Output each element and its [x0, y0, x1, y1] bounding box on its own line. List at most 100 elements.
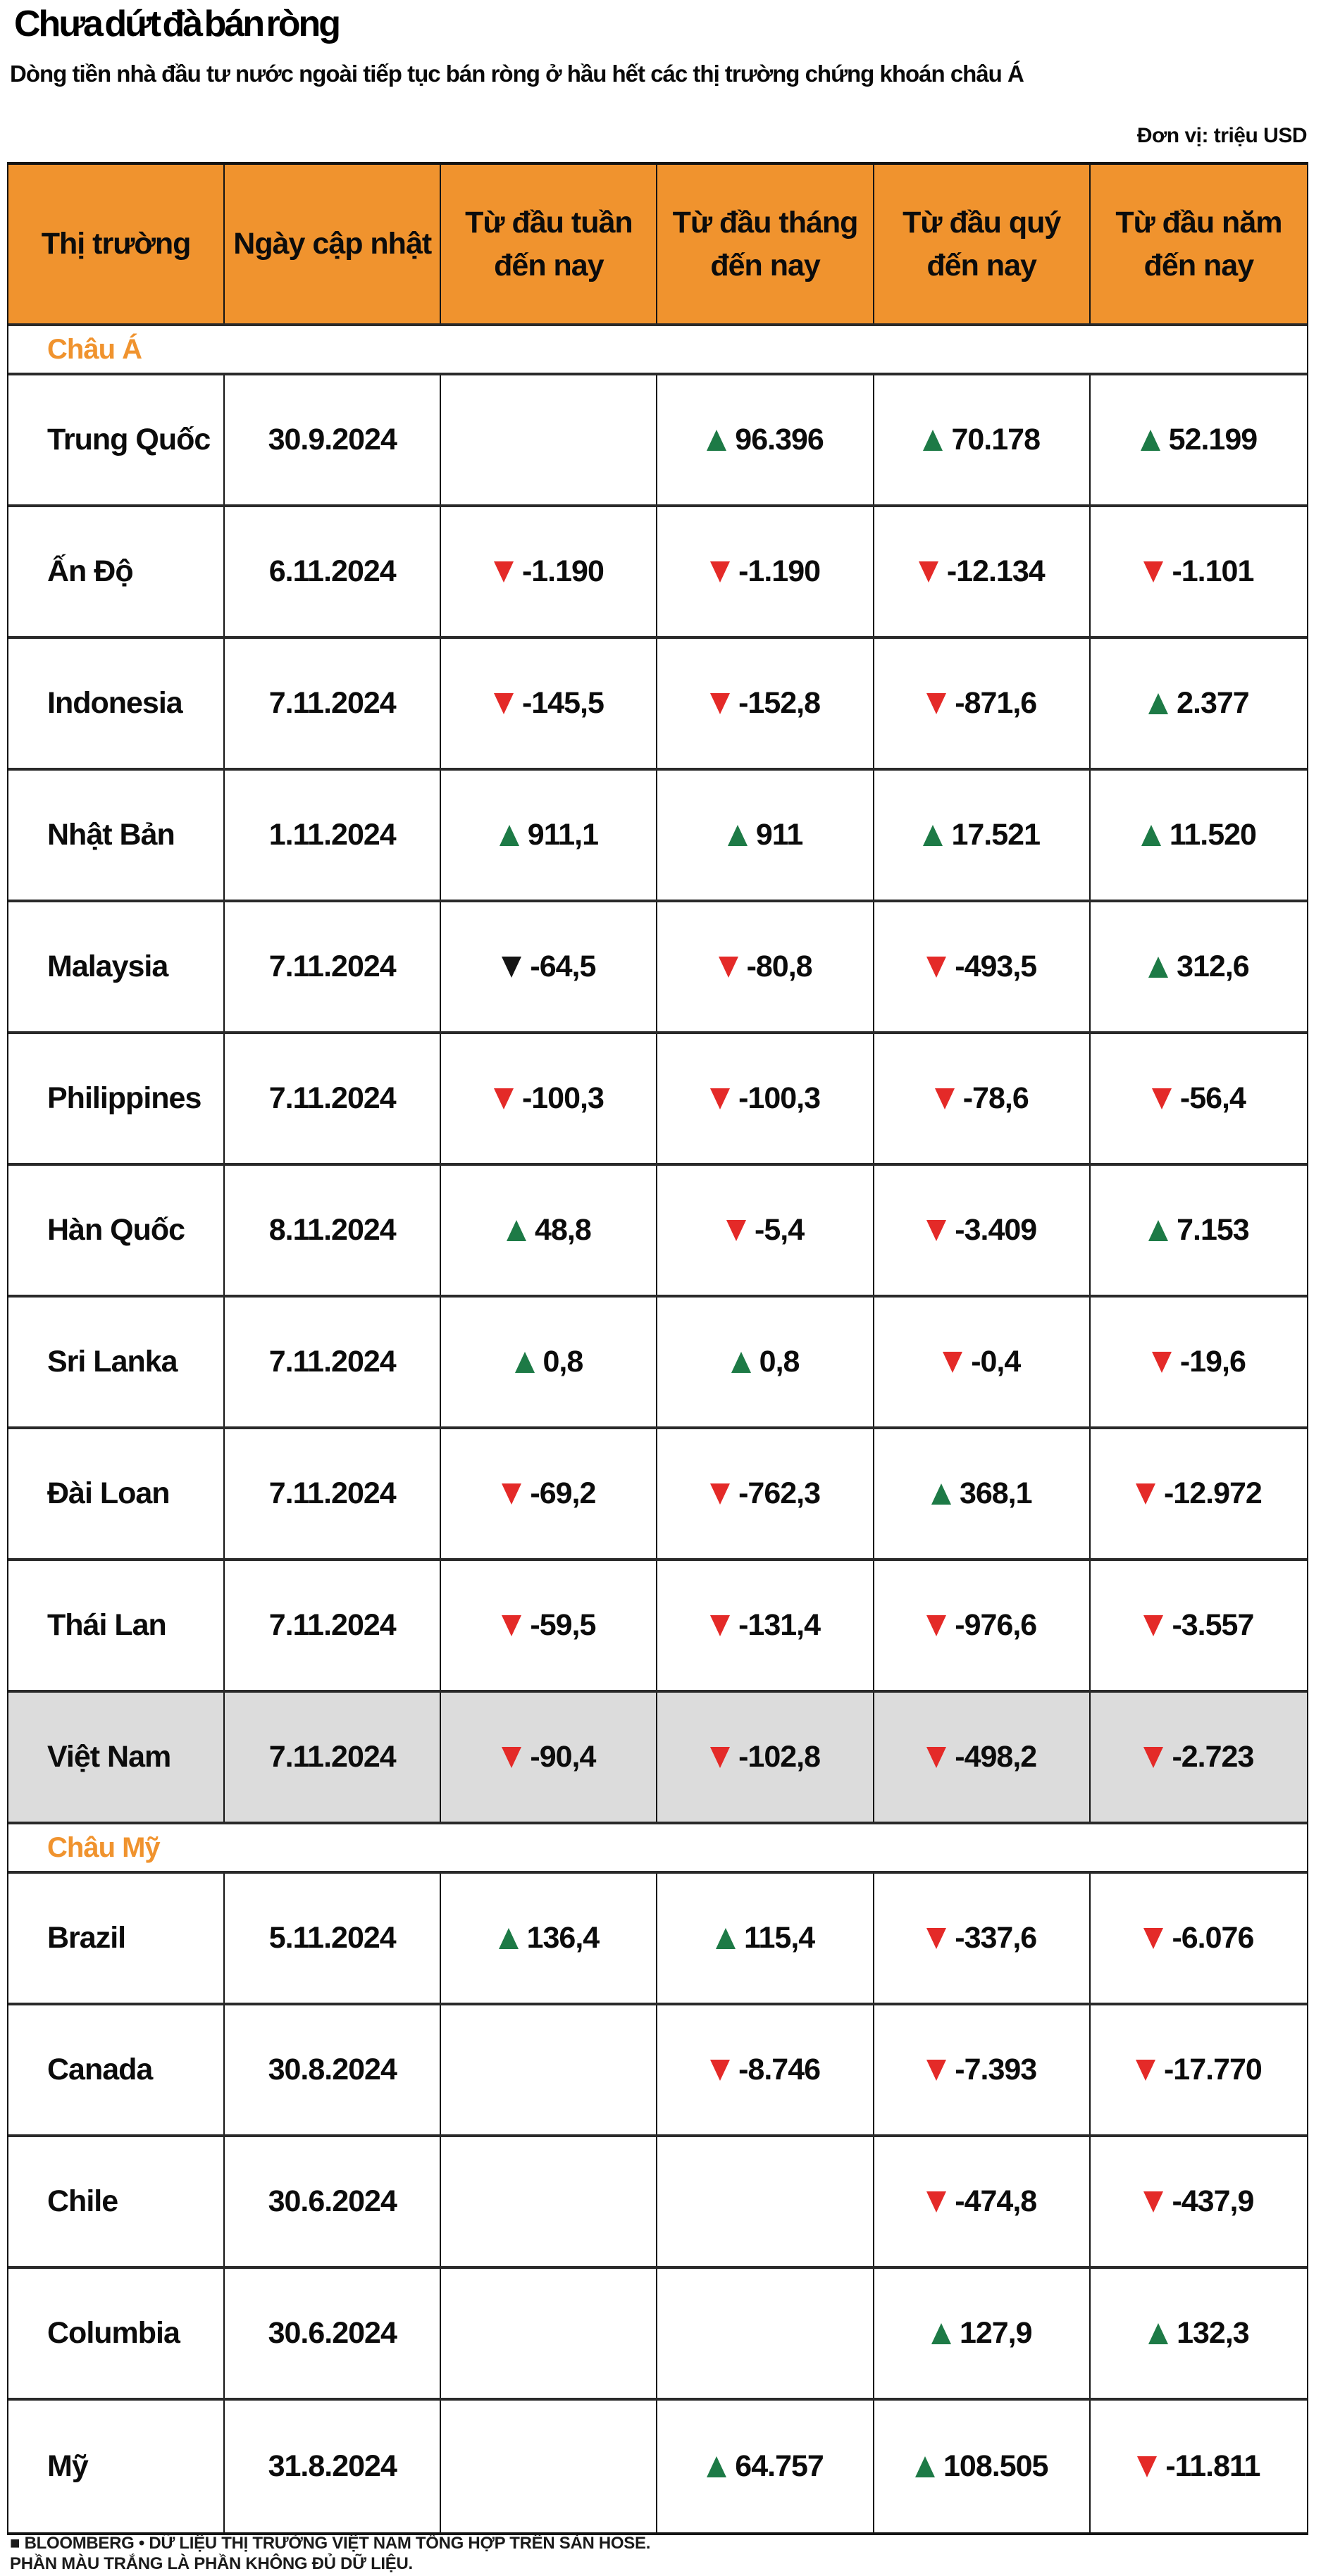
table-row: Ấn Độ 6.11.2024 -1.190 -1.190 -12.134 -1.101 — [8, 507, 1307, 639]
value-text: -474,8 — [955, 2184, 1037, 2218]
value-text: -337,6 — [955, 1921, 1037, 1955]
down-triangle-icon — [710, 1746, 731, 1768]
value-cell-wtd: -145,5 — [441, 639, 658, 768]
value-text: 48,8 — [535, 1213, 592, 1247]
date-cell: 7.11.2024 — [225, 1693, 442, 1822]
down-triangle-icon — [710, 1088, 731, 1109]
section-label: Châu Á — [47, 333, 142, 365]
value-text: 11.520 — [1169, 818, 1257, 852]
value-text: 17.521 — [951, 818, 1041, 852]
value-cell-qtd: -474,8 — [874, 2137, 1091, 2266]
value-text: -59,5 — [530, 1608, 596, 1642]
value-cell-qtd: -7.393 — [874, 2005, 1091, 2134]
up-triangle-icon — [1141, 824, 1161, 846]
value-cell-qtd: 17.521 — [874, 771, 1091, 900]
section-header-row: Châu Á — [8, 326, 1307, 375]
up-triangle-icon — [1148, 692, 1169, 714]
value-text: -1.190 — [738, 554, 821, 588]
value-cell-ytd: -56,4 — [1091, 1034, 1307, 1163]
down-triangle-icon — [1143, 2191, 1164, 2213]
date-cell: 7.11.2024 — [225, 1034, 442, 1163]
date-cell: 6.11.2024 — [225, 507, 442, 636]
down-triangle-icon — [502, 956, 522, 978]
section-label: Châu Mỹ — [47, 1831, 161, 1863]
date-cell: 30.8.2024 — [225, 2005, 442, 2134]
value-text: 911 — [755, 818, 803, 852]
down-triangle-icon — [710, 1614, 731, 1636]
up-triangle-icon — [915, 2456, 936, 2477]
value-text: -1.101 — [1172, 554, 1254, 588]
down-triangle-icon — [1135, 1483, 1155, 1505]
value-cell-wtd: -69,2 — [441, 1429, 658, 1558]
value-text: -100,3 — [738, 1081, 821, 1115]
value-text: 64.757 — [735, 2449, 824, 2483]
value-cell-mtd: -5,4 — [657, 1166, 874, 1295]
date-cell: 7.11.2024 — [225, 1429, 442, 1558]
value-cell-mtd: 115,4 — [657, 1874, 874, 2003]
value-cell-qtd: -12.134 — [874, 507, 1091, 636]
market-cell: Brazil — [8, 1874, 225, 2003]
value-text: -3.557 — [1172, 1608, 1254, 1642]
value-cell-qtd: -871,6 — [874, 639, 1091, 768]
down-triangle-icon — [943, 1351, 963, 1373]
value-text: 70.178 — [951, 423, 1041, 456]
value-cell-ytd: 52.199 — [1091, 375, 1307, 504]
up-triangle-icon — [1140, 429, 1160, 451]
value-cell-wtd: 911,1 — [441, 771, 658, 900]
value-cell-ytd: -437,9 — [1091, 2137, 1307, 2266]
down-triangle-icon — [493, 692, 514, 714]
value-cell-ytd: -1.101 — [1091, 507, 1307, 636]
value-text: 132,3 — [1177, 2316, 1250, 2350]
table-row: Philippines 7.11.2024 -100,3 -100,3 -78,6 -56… — [8, 1034, 1307, 1166]
down-triangle-icon — [926, 956, 947, 978]
date-cell: 7.11.2024 — [225, 1298, 442, 1426]
down-triangle-icon — [493, 1088, 514, 1109]
value-cell-wtd: -100,3 — [441, 1034, 658, 1163]
date-cell: 30.6.2024 — [225, 2137, 442, 2266]
value-text: -493,5 — [955, 950, 1037, 983]
column-header-4: Từ đầu tháng đến nay — [657, 165, 874, 323]
unit-label: Đơn vị: triệu USD — [1136, 124, 1308, 147]
value-text: 7.153 — [1177, 1213, 1250, 1247]
table-row: Trung Quốc 30.9.2024 96.396 70.178 52.199 — [8, 375, 1307, 507]
down-triangle-icon — [710, 1483, 731, 1505]
table-row: Việt Nam 7.11.2024 -90,4 -102,8 -498,2 -2.723 — [8, 1693, 1307, 1824]
value-cell-ytd: 2.377 — [1091, 639, 1307, 768]
market-cell: Mỹ — [8, 2401, 225, 2532]
value-text: -145,5 — [521, 686, 604, 720]
value-cell-qtd: 127,9 — [874, 2269, 1091, 2398]
value-cell-mtd: 0,8 — [657, 1298, 874, 1426]
value-cell-mtd: -762,3 — [657, 1429, 874, 1558]
value-text: -90,4 — [530, 1740, 596, 1774]
value-text: -8.746 — [738, 2053, 821, 2086]
value-cell-ytd: -3.557 — [1091, 1561, 1307, 1690]
down-triangle-icon — [926, 2191, 947, 2213]
table-row: Mỹ 31.8.2024 64.757 108.505 -11.811 — [8, 2401, 1307, 2532]
value-text: -69,2 — [530, 1476, 596, 1510]
value-cell-wtd: 136,4 — [441, 1874, 658, 2003]
column-header-1: Thị trường — [8, 165, 225, 323]
market-cell: Philippines — [8, 1034, 225, 1163]
down-triangle-icon — [1143, 1614, 1164, 1636]
value-cell-qtd: -78,6 — [874, 1034, 1091, 1163]
value-text: -871,6 — [955, 686, 1037, 720]
section-header-row: Châu Mỹ — [8, 1824, 1307, 1874]
market-cell: Trung Quốc — [8, 375, 225, 504]
date-cell: 5.11.2024 — [225, 1874, 442, 2003]
up-triangle-icon — [923, 429, 943, 451]
value-text: 312,6 — [1177, 950, 1250, 983]
down-triangle-icon — [918, 561, 938, 583]
value-cell-wtd — [441, 2401, 658, 2532]
value-cell-qtd: 368,1 — [874, 1429, 1091, 1558]
up-triangle-icon — [715, 1927, 736, 1949]
down-triangle-icon — [502, 1746, 522, 1768]
up-triangle-icon — [507, 1219, 527, 1241]
value-cell-wtd: 0,8 — [441, 1298, 658, 1426]
value-cell-mtd: -1.190 — [657, 507, 874, 636]
value-cell-wtd: -64,5 — [441, 902, 658, 1031]
table-row: Brazil 5.11.2024 136,4 115,4 -337,6 -6.076 — [8, 1874, 1307, 2005]
market-cell: Malaysia — [8, 902, 225, 1031]
source-note: ■ BLOOMBERG • DỮ LIỆU THỊ TRƯỜNG VIỆT NA… — [10, 2534, 651, 2553]
up-triangle-icon — [498, 1927, 519, 1949]
value-cell-mtd: 911 — [657, 771, 874, 900]
